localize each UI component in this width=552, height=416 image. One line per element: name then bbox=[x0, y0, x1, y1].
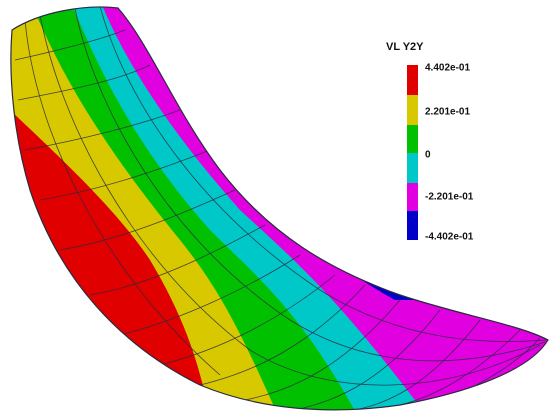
legend-band bbox=[407, 153, 418, 183]
legend-band bbox=[407, 211, 418, 240]
legend-title: VL Y2Y bbox=[386, 41, 424, 53]
legend-band bbox=[407, 183, 418, 211]
legend-band bbox=[407, 65, 418, 95]
legend-band bbox=[407, 95, 418, 125]
contour-view: VL Y2Y 4.402e-01 2.201e-01 0 -2.201e-01 … bbox=[0, 0, 552, 416]
legend: VL Y2Y 4.402e-01 2.201e-01 0 -2.201e-01 … bbox=[386, 41, 474, 243]
legend-label: 2.201e-01 bbox=[425, 107, 470, 118]
page: {"legend": {"title": "VL Y2Y", "labels":… bbox=[0, 0, 552, 416]
legend-label: -2.201e-01 bbox=[425, 192, 474, 203]
legend-label: 4.402e-01 bbox=[425, 63, 470, 74]
legend-band bbox=[407, 125, 418, 153]
legend-label: -4.402e-01 bbox=[425, 232, 474, 243]
legend-label: 0 bbox=[425, 150, 431, 161]
